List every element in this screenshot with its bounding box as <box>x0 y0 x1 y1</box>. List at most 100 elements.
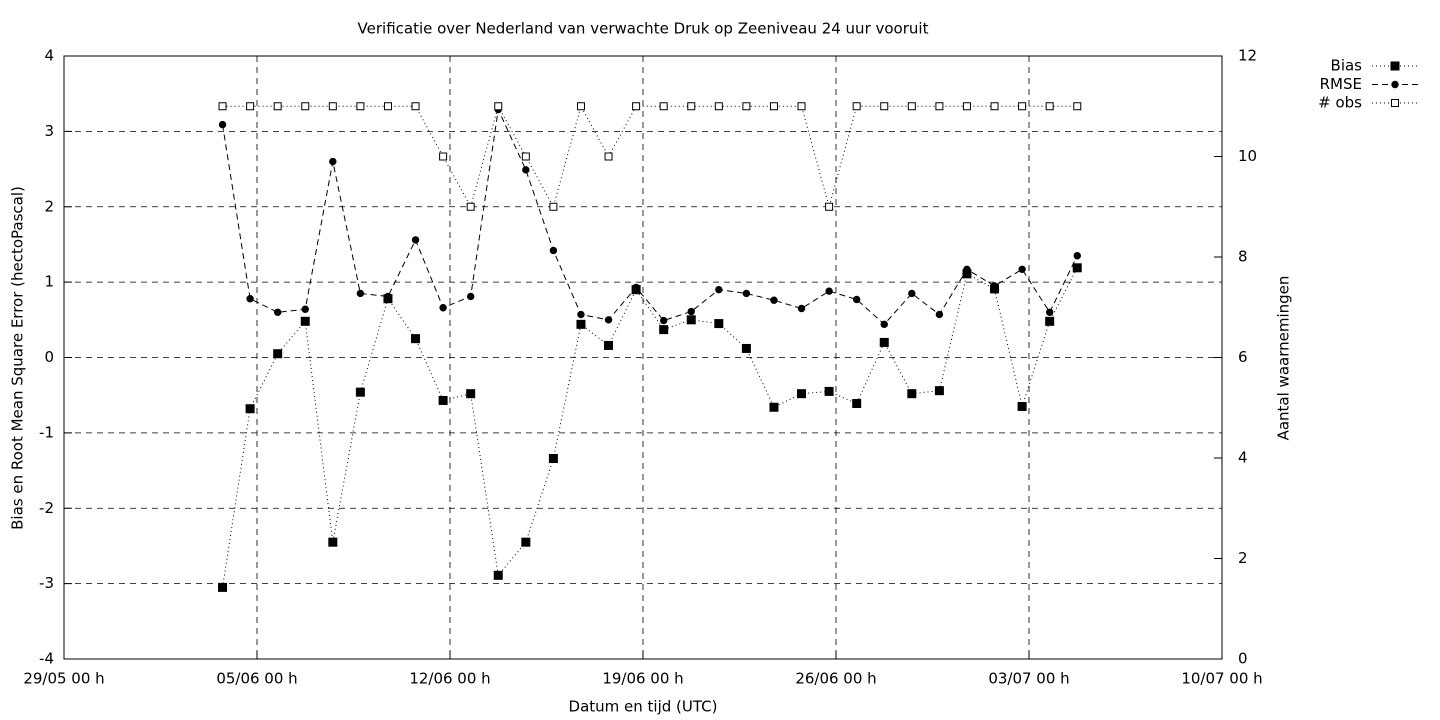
data-point <box>218 582 228 592</box>
y2-tick-label: 2 <box>1238 549 1248 567</box>
data-point <box>494 102 503 111</box>
data-point <box>1073 252 1081 260</box>
data-point <box>742 102 751 111</box>
y-tick-label: 0 <box>44 348 54 366</box>
data-point <box>245 404 255 414</box>
y-tick-label: -2 <box>39 499 54 517</box>
legend-marker <box>1391 80 1399 89</box>
data-point <box>686 315 696 325</box>
data-point <box>880 320 888 329</box>
y2-tick-label: 10 <box>1238 147 1257 165</box>
data-point <box>384 292 392 301</box>
data-point <box>741 343 751 353</box>
plot-border <box>63 55 1223 660</box>
data-point <box>439 152 448 161</box>
data-point <box>218 102 227 111</box>
data-point <box>273 308 282 316</box>
data-point <box>990 102 999 111</box>
data-point <box>466 389 476 399</box>
data-point <box>493 570 503 580</box>
data-point <box>963 265 971 274</box>
data-point <box>329 157 337 166</box>
data-point <box>1072 263 1082 273</box>
data-point <box>383 102 392 111</box>
data-point <box>218 120 227 129</box>
legend-label: Bias <box>1331 57 1363 75</box>
data-point <box>604 316 613 324</box>
y-tick-label: -3 <box>39 574 54 592</box>
series-line <box>222 267 1078 588</box>
y-tick-label: 2 <box>44 197 54 215</box>
data-point <box>604 152 613 161</box>
data-point <box>1045 102 1054 111</box>
data-point <box>797 304 806 313</box>
y-tick-label: -4 <box>39 650 54 668</box>
data-point <box>742 289 751 298</box>
data-point <box>632 283 640 292</box>
data-point <box>659 102 668 111</box>
legend-label: RMSE <box>1320 75 1362 93</box>
x-tick-label: 26/06 00 h <box>795 670 876 688</box>
y-tick-label: 1 <box>44 273 54 291</box>
data-point <box>714 319 724 329</box>
y-axis-label: Bias en Root Mean Square Error (hectoPas… <box>9 186 27 530</box>
chart-title: Verificatie over Nederland van verwachte… <box>358 20 929 38</box>
data-point <box>411 102 420 111</box>
data-point <box>355 387 365 397</box>
data-point <box>714 102 723 111</box>
data-point <box>715 285 723 294</box>
y2-axis-label: Aantal waarnemingen <box>1275 276 1293 441</box>
data-point <box>300 316 310 326</box>
y-tick-label: -1 <box>39 423 54 441</box>
data-point <box>659 325 669 335</box>
data-point <box>797 102 806 111</box>
data-point <box>246 102 255 111</box>
data-point <box>576 319 586 329</box>
data-point <box>852 398 862 408</box>
data-point <box>1045 316 1055 326</box>
data-point <box>852 102 861 111</box>
data-point <box>328 537 338 547</box>
data-point <box>466 292 475 301</box>
data-point <box>301 305 309 313</box>
data-point <box>604 340 614 350</box>
series-line <box>222 104 1078 209</box>
x-tick-label: 05/06 00 h <box>216 670 297 688</box>
legend-marker <box>1390 61 1400 71</box>
y2-tick-label: 8 <box>1238 248 1248 266</box>
data-point <box>1018 102 1027 111</box>
data-point <box>549 202 558 211</box>
data-point <box>880 102 889 111</box>
y2-tick-label: 6 <box>1238 348 1248 366</box>
data-point <box>466 202 475 211</box>
y2-tick-label: 4 <box>1238 449 1248 467</box>
x-tick-label: 12/06 00 h <box>409 670 490 688</box>
data-point <box>521 152 530 161</box>
legend-label: # obs <box>1318 94 1362 112</box>
x-tick-label: 29/05 00 h <box>23 670 104 688</box>
data-point <box>521 537 531 547</box>
data-point <box>659 316 668 325</box>
data-point <box>934 386 944 396</box>
data-point <box>328 102 337 111</box>
data-point <box>438 395 448 405</box>
series-line <box>222 107 1078 326</box>
data-point <box>825 287 833 295</box>
y2-tick-label: 12 <box>1238 47 1257 65</box>
data-point <box>852 295 861 304</box>
data-point <box>577 310 585 319</box>
data-point <box>632 102 641 111</box>
data-point <box>1018 265 1026 274</box>
data-point <box>1073 102 1082 111</box>
data-point <box>687 307 695 316</box>
data-point <box>990 282 999 290</box>
data-point <box>825 202 834 211</box>
data-point <box>548 454 558 464</box>
data-point <box>411 334 421 344</box>
data-point <box>687 102 696 111</box>
data-point <box>935 102 944 111</box>
data-point <box>576 102 585 111</box>
y2-tick-label: 0 <box>1238 650 1248 668</box>
data-point <box>907 389 917 399</box>
